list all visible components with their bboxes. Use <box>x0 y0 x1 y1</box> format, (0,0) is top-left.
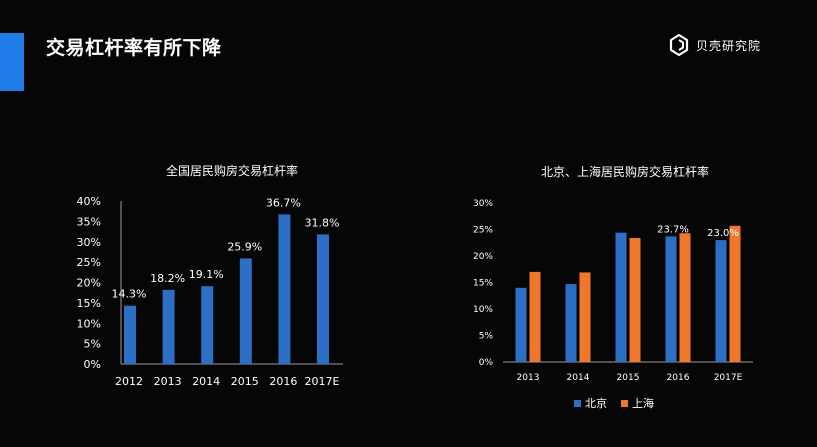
slide-title: 交易杠杆率有所下降 <box>46 37 222 59</box>
legend-item-beijing: 北京 <box>574 395 607 411</box>
chart1-y-tick-label: 0% <box>84 358 101 371</box>
chart2-bar-beijing <box>565 284 577 362</box>
chart1-x-tick-label: 2015 <box>231 375 259 388</box>
chart1-y-tick-label: 20% <box>77 277 101 290</box>
chart1-data-label: 19.1% <box>189 268 224 281</box>
chart1-bar <box>278 214 291 364</box>
chart2-x-tick-label: 2016 <box>667 373 690 383</box>
chart1-y-tick-label: 35% <box>77 215 101 228</box>
chart2-bar-shanghai <box>529 271 541 362</box>
chart2-bar-shanghai <box>679 233 691 362</box>
chart2-data-label: 23.0% <box>707 228 739 239</box>
title-accent-bar <box>0 33 24 91</box>
chart2-bar-beijing <box>715 240 727 362</box>
chart1-x-tick-label: 2013 <box>154 375 182 388</box>
chart1-data-label: 31.8% <box>305 216 340 229</box>
chart1-bar <box>317 234 329 364</box>
chart2-y-tick-label: 20% <box>473 252 493 262</box>
chart2-title: 北京、上海居民购房交易杠杆率 <box>540 165 709 179</box>
chart1-data-label: 25.9% <box>227 240 262 253</box>
chart1-y-tick-label: 10% <box>77 317 101 330</box>
chart2-x-tick-label: 2015 <box>617 373 640 383</box>
chart2-x-tick-label: 2014 <box>567 373 590 383</box>
chart2-bar-shanghai <box>629 237 641 362</box>
shell-logo-icon <box>669 33 689 57</box>
chart2-y-tick-label: 30% <box>473 199 493 209</box>
logo-text: 贝壳研究院 <box>696 38 762 53</box>
chart2-bar-beijing <box>665 236 677 362</box>
chart2-y-tick-label: 25% <box>473 226 493 236</box>
chart2-data-label: 23.7% <box>657 224 689 235</box>
chart1-y-tick-label: 15% <box>77 297 101 310</box>
chart1-y-tick-label: 30% <box>77 236 101 249</box>
chart1-data-label: 14.3% <box>112 288 147 301</box>
chart1-x-tick-label: 2016 <box>269 375 297 388</box>
chart1-x-tick-label: 2014 <box>192 375 220 388</box>
chart2-x-tick-label: 2017E <box>714 373 743 383</box>
chart1-bar <box>239 258 252 364</box>
legend-swatch-beijing <box>574 399 581 407</box>
legend-swatch-shanghai <box>621 399 628 407</box>
chart1-x-tick-label: 2012 <box>115 375 143 388</box>
chart2-y-tick-label: 0% <box>479 358 494 368</box>
chart1-title: 全国居民购房交易杠杆率 <box>165 164 298 178</box>
chart1-bar <box>201 286 214 364</box>
chart1-y-tick-label: 5% <box>84 338 101 351</box>
chart1-bar <box>162 289 175 364</box>
legend-item-shanghai: 上海 <box>621 395 654 411</box>
chart2-y-tick-label: 15% <box>473 279 493 289</box>
chart2-bar-shanghai <box>729 225 741 362</box>
chart1-data-label: 18.2% <box>150 272 185 285</box>
chart2-y-tick-label: 5% <box>479 332 494 342</box>
chart2-x-tick-label: 2013 <box>517 373 540 383</box>
brand-logo: 贝壳研究院 <box>668 32 761 58</box>
chart2-bar-beijing <box>515 287 527 362</box>
legend-label-beijing: 北京 <box>585 397 607 410</box>
chart1-bar <box>124 305 136 364</box>
chart2-bar-beijing <box>615 232 627 362</box>
chart2-bar-shanghai <box>579 272 591 362</box>
chart1-y-tick-label: 40% <box>77 195 101 208</box>
chart1-y-tick-label: 25% <box>77 256 101 269</box>
chart2-legend: 北京 上海 <box>574 395 654 411</box>
chart1-x-tick-label: 2017E <box>305 375 340 388</box>
chart2-y-tick-label: 10% <box>473 305 493 315</box>
legend-label-shanghai: 上海 <box>632 397 654 410</box>
chart1-data-label: 36.7% <box>266 196 301 209</box>
